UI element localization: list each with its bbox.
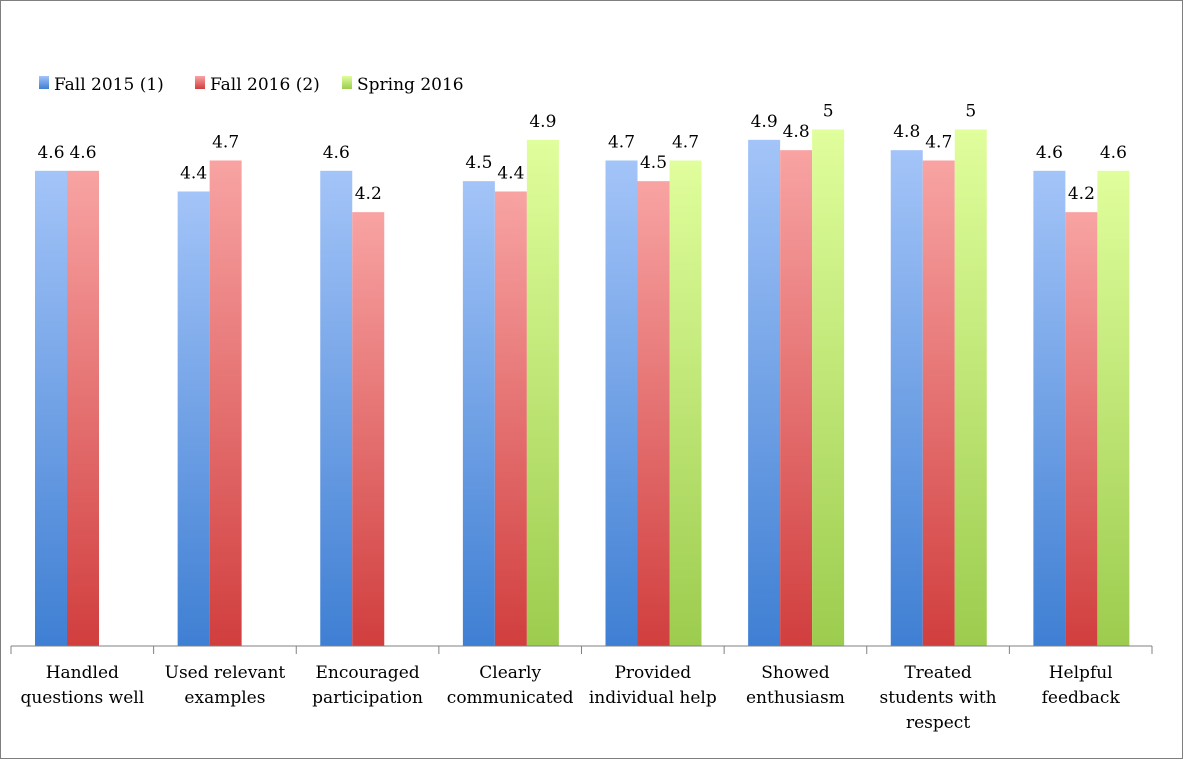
- legend-swatch: [195, 76, 205, 89]
- legend-item: Fall 2016 (2): [195, 75, 320, 95]
- value-label: 4.5: [465, 153, 492, 173]
- value-labels-group: 4.6 4.64.44.74.64.24.54.44.94.74.54.74.94…: [37, 102, 1126, 205]
- legend-label: Spring 2016: [357, 75, 464, 95]
- value-label: 5: [965, 102, 976, 122]
- category-labels-group: Handled questions well Used relevant exampl…: [20, 663, 1120, 733]
- value-label: 4.6: [1036, 143, 1063, 163]
- bar-3-4: [526, 139, 559, 646]
- bar-2-6: [780, 150, 813, 646]
- bar-2-8: [1065, 212, 1098, 646]
- value-label: 4.7: [925, 132, 952, 152]
- bar-2-1: [67, 170, 99, 646]
- bar-1-3: [320, 170, 353, 646]
- legend-item: Spring 2016: [342, 75, 464, 95]
- bar-2-3: [352, 212, 385, 646]
- value-label: 4.8: [893, 122, 920, 142]
- bar-1-7: [890, 150, 923, 646]
- category-label: Encouraged participation: [312, 663, 423, 708]
- value-label: 4.7: [212, 132, 239, 152]
- bar-3-6: [812, 129, 845, 646]
- bar-1-2: [177, 191, 210, 647]
- value-label: 4.9: [529, 112, 556, 132]
- legend-swatch: [342, 76, 352, 89]
- legend-label: Fall 2016 (2): [210, 75, 320, 95]
- value-label: 4.8: [783, 122, 810, 142]
- bar-1-4: [462, 181, 495, 646]
- value-label: 4.2: [355, 184, 382, 204]
- value-label: 4.6: [69, 143, 96, 163]
- value-label: 4.4: [180, 163, 207, 183]
- category-label: Showed enthusiasm: [746, 663, 845, 708]
- bar-1-1: [35, 170, 67, 646]
- value-label: 4.5: [640, 153, 667, 173]
- value-label: 4.6: [37, 143, 64, 163]
- bar-2-7: [922, 160, 955, 647]
- bar-2-2: [209, 160, 242, 647]
- bar-2-4: [494, 191, 527, 647]
- value-label: 4.7: [672, 132, 699, 152]
- x-axis: [10, 645, 1153, 654]
- bar-3-8: [1097, 170, 1130, 646]
- bar-1-8: [1033, 170, 1066, 646]
- value-label: 5: [823, 102, 834, 122]
- category-label: Used relevant examples: [165, 663, 286, 708]
- category-label: Clearly communicated: [447, 663, 574, 708]
- legend-swatch: [39, 76, 49, 89]
- value-label: 4.6: [323, 143, 350, 163]
- value-label: 4.7: [608, 132, 635, 152]
- legend: Fall 2015 (1) Fall 2016 (2) Spring 2016: [39, 75, 464, 95]
- value-label: 4.9: [751, 112, 778, 132]
- bar-1-5: [605, 160, 638, 647]
- category-label: Handled questions well: [20, 663, 144, 708]
- bars-group: [35, 129, 1130, 647]
- bar-1-6: [748, 139, 781, 646]
- legend-item: Fall 2015 (1): [39, 75, 164, 95]
- category-label: Treated students with respect: [880, 663, 997, 733]
- value-label: 4.6: [1100, 143, 1127, 163]
- bar-2-5: [637, 181, 670, 646]
- value-label: 4.4: [497, 163, 524, 183]
- bar-3-7: [954, 129, 987, 646]
- value-label: 4.2: [1068, 184, 1095, 204]
- legend-label: Fall 2015 (1): [54, 75, 164, 95]
- bar-3-5: [669, 160, 702, 647]
- category-label: Provided individual help: [589, 663, 717, 708]
- category-label: Helpful feedback: [1042, 663, 1121, 708]
